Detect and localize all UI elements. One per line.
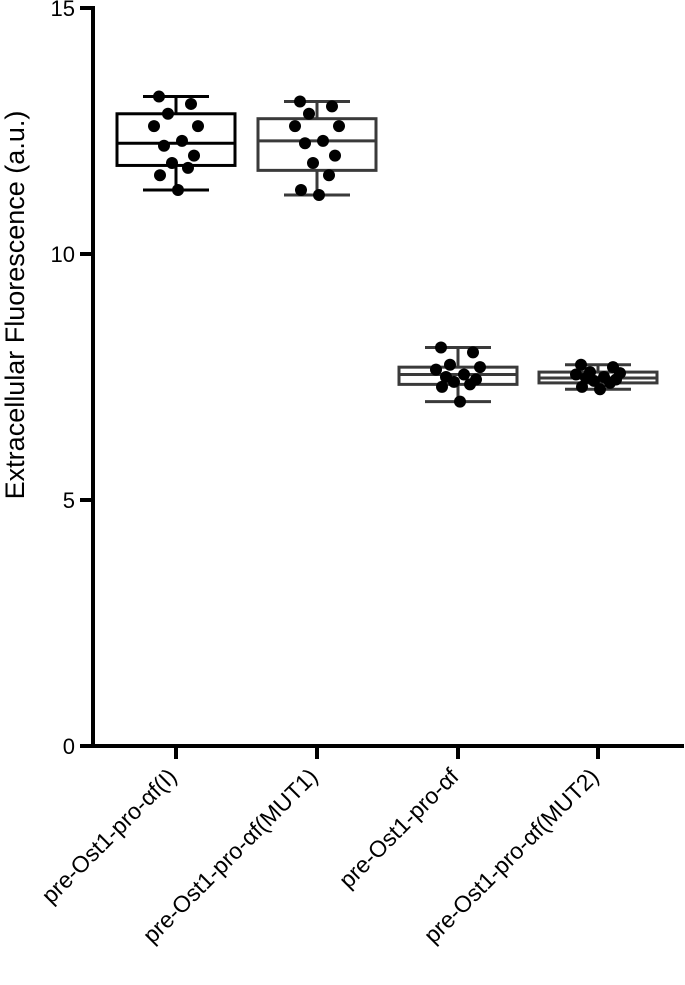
- y-tick-label: 10: [51, 242, 75, 267]
- data-point: [182, 161, 194, 174]
- data-point: [448, 375, 460, 388]
- data-point: [329, 149, 341, 162]
- y-tick-label: 5: [63, 488, 75, 513]
- data-point: [454, 395, 466, 408]
- data-point: [158, 139, 170, 152]
- data-point: [435, 341, 447, 354]
- data-point: [464, 378, 476, 391]
- points-layer: [148, 90, 626, 408]
- data-point: [307, 156, 319, 169]
- data-point: [436, 380, 448, 393]
- box-1: [115, 95, 237, 192]
- y-axis-title: Extracellular Fluorescence (a.u.): [0, 111, 30, 500]
- data-point: [444, 358, 456, 371]
- y-axis: 0 5 10 15: [51, 0, 95, 759]
- y-tick-label: 15: [51, 0, 75, 21]
- box-2: [256, 99, 378, 197]
- data-point: [153, 90, 165, 103]
- boxes-layer: [115, 95, 659, 404]
- data-point: [333, 120, 345, 133]
- data-point: [294, 95, 306, 108]
- data-point: [295, 184, 307, 197]
- data-point: [166, 156, 178, 169]
- x-category-label: pre-Ost1-pro-αf(I): [36, 763, 181, 908]
- box-iqr: [115, 112, 237, 167]
- data-point: [604, 376, 616, 389]
- data-point: [594, 383, 606, 396]
- data-point: [299, 137, 311, 150]
- data-point: [430, 363, 442, 376]
- data-point: [458, 368, 470, 381]
- data-point: [303, 107, 315, 120]
- data-point: [172, 184, 184, 197]
- data-point: [575, 358, 587, 371]
- data-point: [588, 374, 600, 387]
- data-point: [289, 120, 301, 133]
- data-point: [323, 169, 335, 182]
- data-point: [474, 361, 486, 374]
- x-category-label: pre-Ost1-pro-αf: [334, 763, 464, 893]
- data-point: [176, 134, 188, 147]
- x-axis: pre-Ost1-pro-αf(I)pre-Ost1-pro-αf(MUT1) p…: [36, 744, 684, 948]
- y-tick-label: 0: [63, 734, 75, 759]
- data-point: [188, 149, 200, 162]
- data-point: [576, 380, 588, 393]
- data-point: [570, 368, 582, 381]
- data-point: [154, 169, 166, 182]
- data-point: [148, 120, 160, 133]
- data-point: [317, 134, 329, 147]
- data-point: [313, 188, 325, 201]
- data-point: [326, 100, 338, 113]
- data-point: [162, 107, 174, 120]
- data-point: [185, 97, 197, 110]
- data-point: [467, 346, 479, 359]
- data-point: [192, 120, 204, 133]
